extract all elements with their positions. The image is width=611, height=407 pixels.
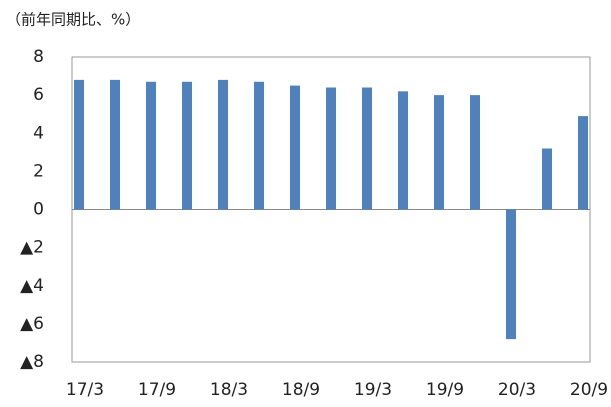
bar <box>542 148 552 210</box>
x-tick-label: 17/3 <box>66 380 104 400</box>
x-tick-label: 18/3 <box>210 380 248 400</box>
bar <box>578 116 588 210</box>
bar <box>254 81 264 210</box>
bar <box>290 85 300 210</box>
bar <box>362 87 372 210</box>
bar <box>110 79 120 210</box>
bar <box>182 81 192 210</box>
y-tick-label: 0 <box>33 200 44 220</box>
y-tick-label: 8 <box>33 47 44 67</box>
x-tick-label: 18/9 <box>282 380 320 400</box>
bar <box>470 95 480 210</box>
y-tick-label: ▲6 <box>20 314 44 334</box>
y-tick-label: 2 <box>33 161 44 181</box>
x-tick-label: 20/9 <box>570 380 608 400</box>
bar <box>326 87 336 210</box>
bar <box>146 81 156 210</box>
bar <box>398 91 408 210</box>
bar <box>434 95 444 210</box>
x-tick-label: 19/3 <box>354 380 392 400</box>
bar <box>506 209 516 340</box>
x-tick-label: 19/9 <box>426 380 464 400</box>
bar <box>74 79 84 210</box>
y-tick-label: ▲8 <box>20 352 44 372</box>
y-tick-label: ▲4 <box>20 276 44 296</box>
bar <box>218 79 228 210</box>
x-tick-label: 20/3 <box>498 380 536 400</box>
y-tick-label: 6 <box>33 85 44 105</box>
x-tick-label: 17/9 <box>138 380 176 400</box>
chart-subtitle: （前年同期比、%） <box>6 11 140 29</box>
y-tick-label: 4 <box>33 123 44 143</box>
y-tick-label: ▲2 <box>20 238 44 258</box>
